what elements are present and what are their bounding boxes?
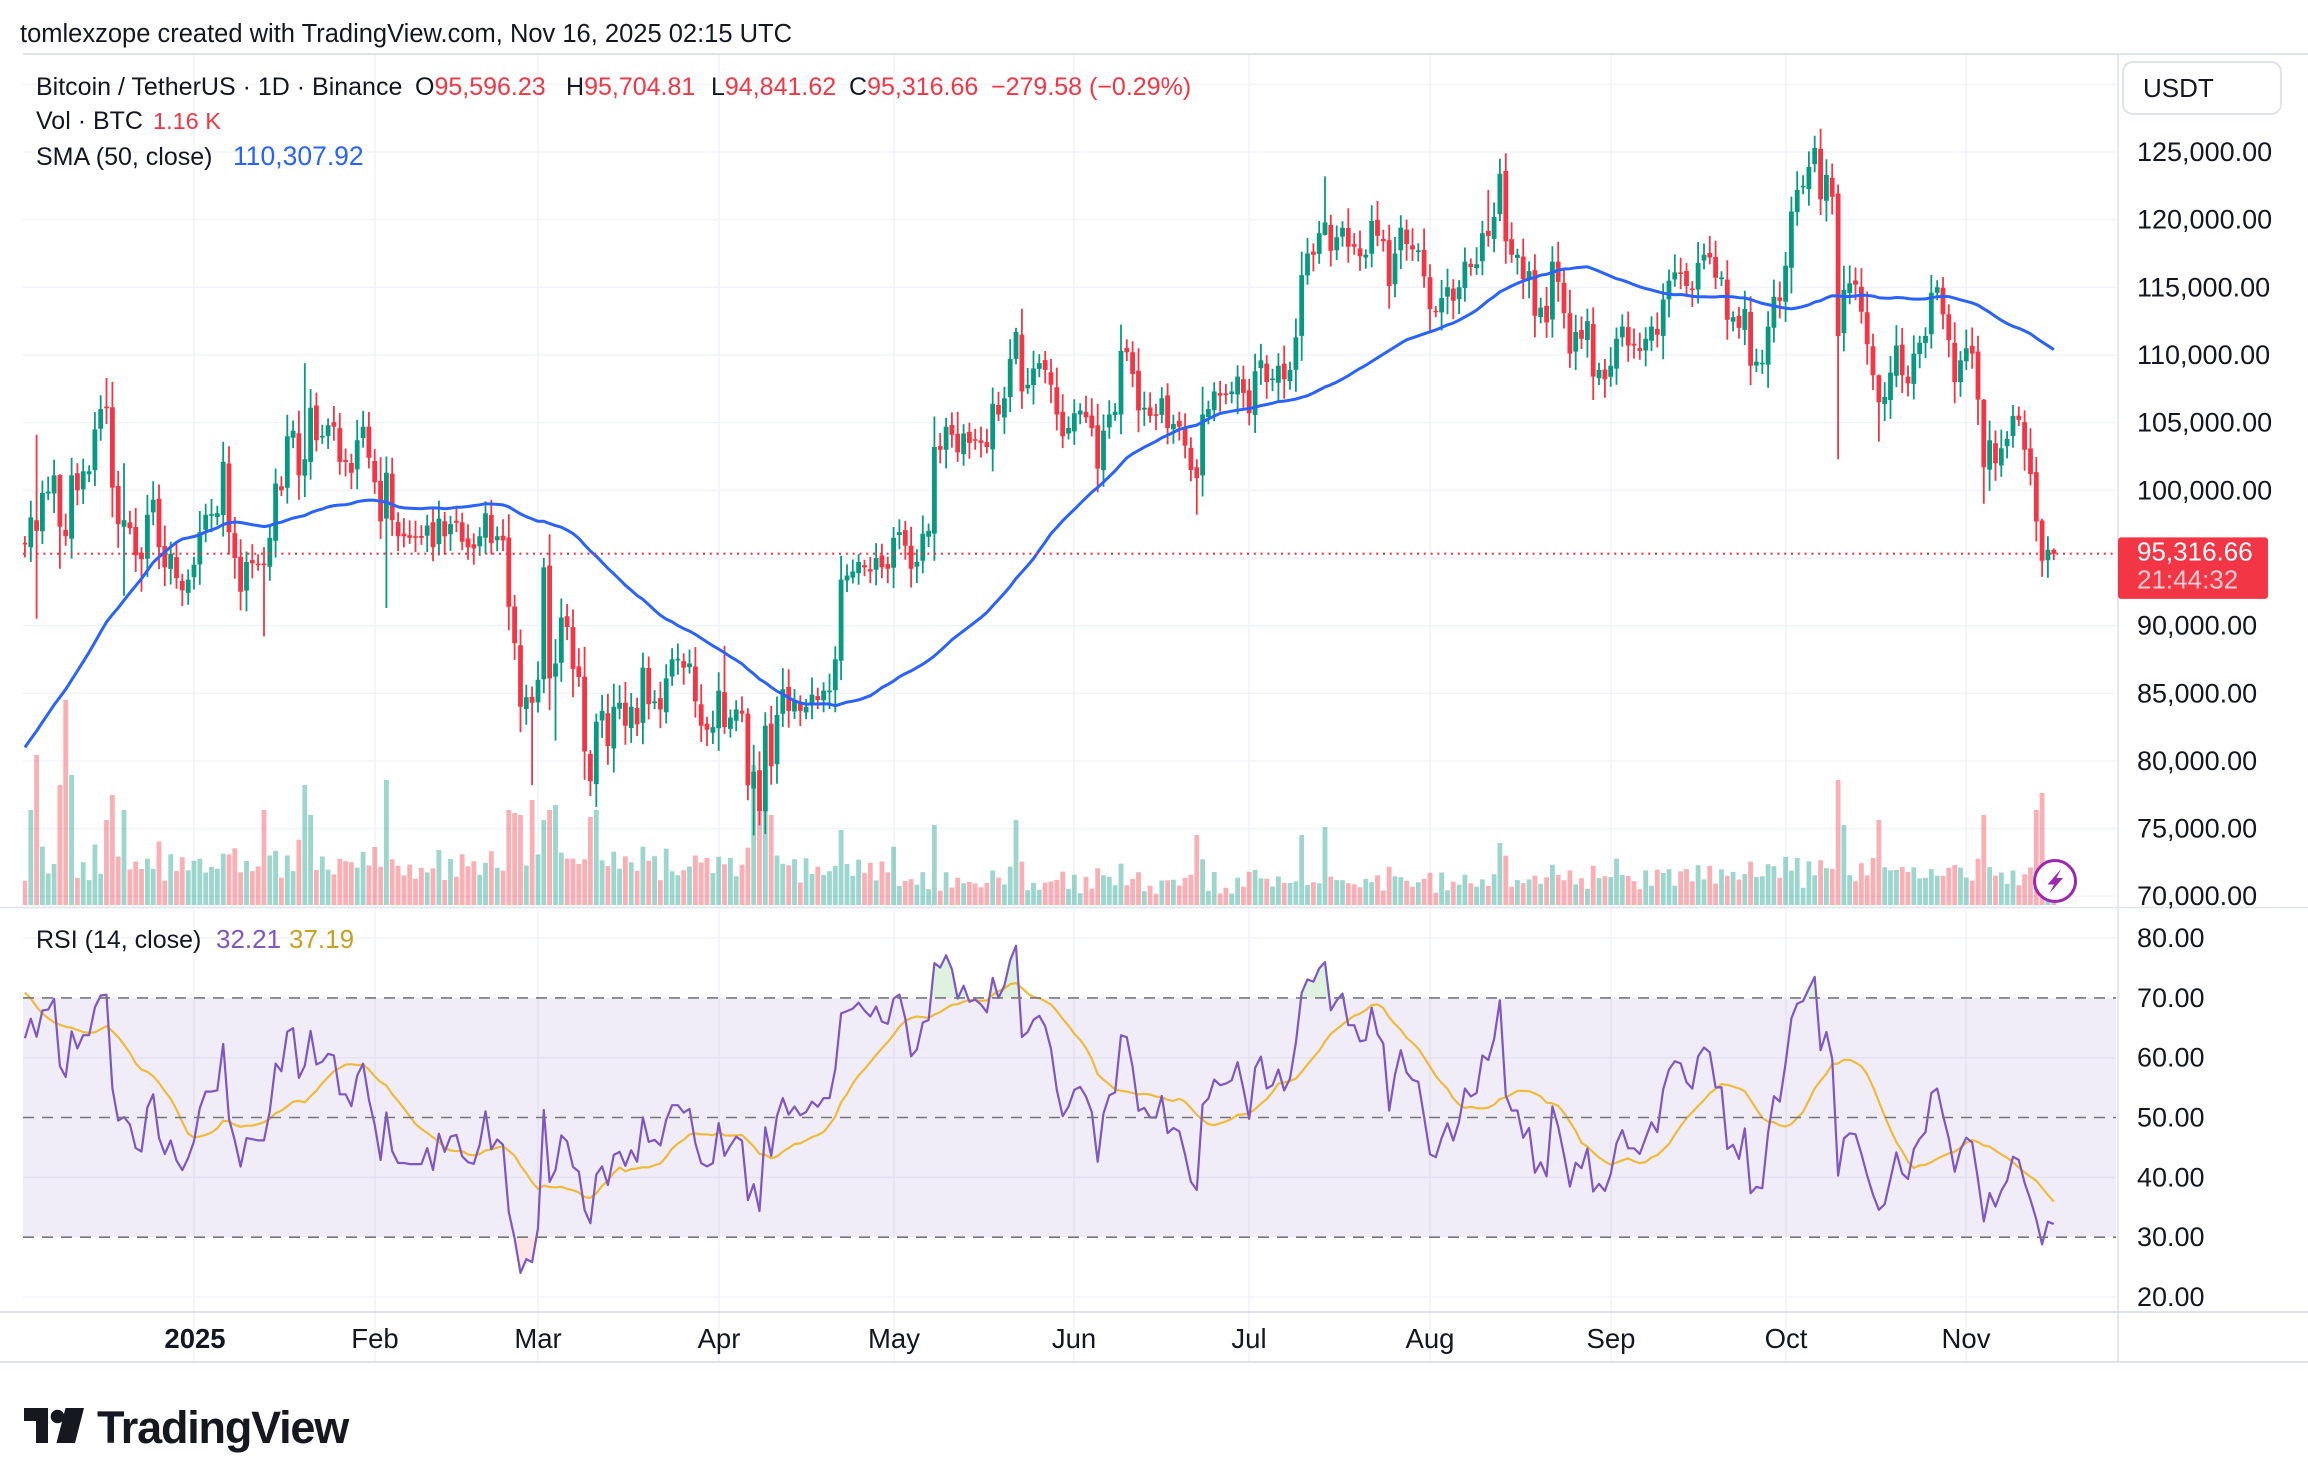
svg-text:105,000.00: 105,000.00 [2137,408,2272,438]
svg-text:TradingView: TradingView [97,1402,350,1453]
svg-text:90,000.00: 90,000.00 [2137,611,2257,641]
svg-text:May: May [868,1323,920,1354]
svg-text:20.00: 20.00 [2137,1282,2205,1312]
svg-text:50.00: 50.00 [2137,1103,2205,1133]
svg-text:75,000.00: 75,000.00 [2137,814,2257,844]
svg-text:115,000.00: 115,000.00 [2137,272,2270,302]
svg-text:37.19: 37.19 [289,924,354,954]
svg-text:Oct: Oct [1765,1323,1808,1354]
svg-text:85,000.00: 85,000.00 [2137,678,2257,708]
svg-text:Bitcoin / TetherUS · 1D · Bina: Bitcoin / TetherUS · 1D · Binance [36,73,402,101]
svg-text:Aug: Aug [1406,1323,1455,1354]
svg-text:120,000.00: 120,000.00 [2137,205,2272,235]
svg-text:110,307.92: 110,307.92 [233,141,364,171]
svg-text:60.00: 60.00 [2137,1043,2205,1073]
svg-text:95,316.66: 95,316.66 [2137,537,2253,567]
svg-text:RSI (14, close): RSI (14, close) [36,926,201,954]
svg-text:70,000.00: 70,000.00 [2137,881,2257,911]
svg-text:110,000.00: 110,000.00 [2137,340,2270,370]
svg-text:40.00: 40.00 [2137,1162,2205,1192]
svg-text:Mar: Mar [514,1323,561,1354]
svg-text:SMA (50, close): SMA (50, close) [36,143,212,171]
svg-text:2025: 2025 [164,1323,225,1354]
svg-text:Sep: Sep [1587,1323,1636,1354]
svg-text:−279.58 (−0.29%): −279.58 (−0.29%) [991,73,1191,101]
svg-text:Nov: Nov [1942,1323,1991,1354]
svg-text:70.00: 70.00 [2137,983,2205,1013]
svg-text:Feb: Feb [351,1323,398,1354]
svg-text:Jun: Jun [1052,1323,1096,1354]
svg-text:L94,841.62: L94,841.62 [711,73,836,101]
svg-text:80,000.00: 80,000.00 [2137,746,2257,776]
svg-text:32.21: 32.21 [216,924,281,954]
svg-text:1.16 K: 1.16 K [153,108,221,134]
svg-text:O95,596.23: O95,596.23 [415,73,546,101]
svg-text:Jul: Jul [1231,1323,1266,1354]
svg-text:100,000.00: 100,000.00 [2137,475,2272,505]
svg-text:21:44:32: 21:44:32 [2137,565,2238,595]
svg-text:Apr: Apr [698,1323,741,1354]
svg-text:30.00: 30.00 [2137,1222,2205,1252]
svg-text:80.00: 80.00 [2137,923,2205,953]
svg-text:125,000.00: 125,000.00 [2137,137,2272,167]
svg-text:C95,316.66: C95,316.66 [849,73,978,101]
svg-text:Vol · BTC: Vol · BTC [36,107,143,135]
svg-text:H95,704.81: H95,704.81 [566,73,695,101]
svg-text:USDT: USDT [2143,73,2214,103]
svg-text:tomlexzope created with Tradin: tomlexzope created with TradingView.com,… [20,20,792,48]
